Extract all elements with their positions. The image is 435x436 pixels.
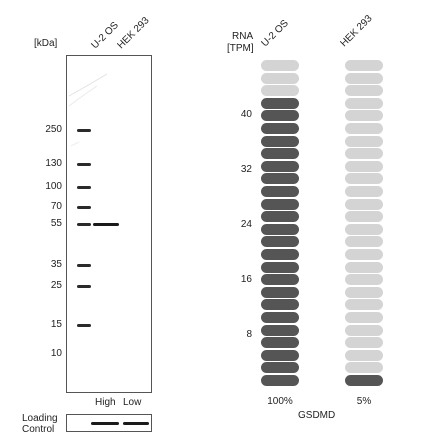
rna-bar-filled <box>261 349 299 361</box>
rna-column-u2os <box>261 60 299 390</box>
loading-band-u2os <box>91 422 119 425</box>
marker-band-250 <box>77 129 91 132</box>
rna-bar-filled <box>345 375 383 386</box>
rna-bar-filled <box>261 186 299 197</box>
rna-bar-filled <box>261 123 299 134</box>
rna-bar-empty <box>345 60 383 71</box>
rna-bar-empty <box>345 299 383 311</box>
rna-bar-empty <box>345 85 383 97</box>
rna-bar-empty <box>345 186 383 197</box>
rna-bar-filled <box>261 173 299 185</box>
rna-bar-empty <box>261 72 299 84</box>
rna-bar-empty <box>345 236 383 248</box>
rna-bar-filled <box>261 148 299 160</box>
rna-bar-filled <box>261 223 299 235</box>
rna-bar-filled <box>261 135 299 147</box>
marker-band-15 <box>77 324 91 327</box>
rna-bar-empty <box>345 173 383 185</box>
blot-smear <box>68 73 108 147</box>
marker-band-100 <box>77 186 91 189</box>
lane-label-u2os: U-2 OS <box>89 19 121 52</box>
marker-label-250: 250 <box>45 124 62 135</box>
rna-bar-empty <box>345 148 383 160</box>
rna-bar-filled <box>261 337 299 349</box>
rna-bar-empty <box>345 223 383 235</box>
rna-column-hek293 <box>345 60 383 390</box>
marker-label-15: 15 <box>50 319 62 330</box>
rna-percent-u2os: 100% <box>267 396 293 407</box>
rna-bar-empty <box>345 274 383 286</box>
rna-scale-16: 16 <box>240 274 252 285</box>
rna-bar-filled <box>261 160 299 172</box>
rna-bar-empty <box>345 324 383 336</box>
marker-band-35 <box>77 264 91 267</box>
rna-percent-hek293: 5% <box>356 396 372 407</box>
rna-bar-empty <box>345 312 383 323</box>
marker-band-70 <box>77 206 91 209</box>
marker-label-100: 100 <box>45 181 62 192</box>
rna-bar-empty <box>345 349 383 361</box>
rna-bar-filled <box>261 236 299 248</box>
marker-band-130 <box>77 163 91 166</box>
rna-bar-empty <box>345 110 383 122</box>
rna-bar-filled <box>261 110 299 122</box>
rna-bar-empty <box>345 135 383 147</box>
rna-axis-label-line1: RNA <box>232 31 254 42</box>
rna-sample-label-hek293: HEK 293 <box>338 13 375 50</box>
rna-bar-empty <box>345 249 383 260</box>
marker-band-55 <box>77 223 91 226</box>
loading-band-hek293 <box>123 422 149 425</box>
rna-bar-empty <box>345 72 383 84</box>
loading-control-label-line1: Loading <box>22 413 58 424</box>
rna-bar-empty <box>345 97 383 109</box>
rna-bar-filled <box>261 362 299 374</box>
rna-bar-empty <box>345 198 383 210</box>
rna-bar-filled <box>261 312 299 323</box>
western-blot-panel <box>66 55 152 393</box>
loading-control-panel <box>66 414 152 432</box>
rna-bar-empty <box>345 123 383 134</box>
rna-bar-empty <box>261 85 299 97</box>
rna-scale-32: 32 <box>240 164 252 175</box>
rna-bar-empty <box>261 60 299 71</box>
rna-axis-label-line2: [TPM] <box>227 43 254 54</box>
rna-bar-empty <box>345 362 383 374</box>
rna-bar-filled <box>261 375 299 386</box>
marker-label-130: 130 <box>45 158 62 169</box>
intensity-label-low: Low <box>123 397 142 408</box>
marker-label-55: 55 <box>50 218 62 229</box>
marker-label-35: 35 <box>50 259 62 270</box>
rna-bar-filled <box>261 324 299 336</box>
kda-unit-label: [kDa] <box>34 38 58 49</box>
lane-label-hek293: HEK 293 <box>115 15 152 52</box>
gene-name-label: GSDMD <box>298 410 336 421</box>
rna-bar-empty <box>345 337 383 349</box>
loading-control-label-line2: Control <box>22 424 55 435</box>
marker-band-25 <box>77 285 91 288</box>
rna-bar-empty <box>345 286 383 298</box>
rna-sample-label-u2os: U-2 OS <box>259 17 291 50</box>
rna-bar-empty <box>345 160 383 172</box>
rna-bar-empty <box>345 261 383 273</box>
rna-scale-8: 8 <box>246 329 252 340</box>
rna-bar-filled <box>261 261 299 273</box>
band-u2os-55kda <box>93 223 119 226</box>
marker-label-25: 25 <box>50 280 62 291</box>
rna-scale-40: 40 <box>240 109 252 120</box>
marker-label-70: 70 <box>50 201 62 212</box>
rna-bar-filled <box>261 274 299 286</box>
rna-bar-filled <box>261 97 299 109</box>
rna-bar-filled <box>261 286 299 298</box>
rna-bar-filled <box>261 299 299 311</box>
rna-scale-24: 24 <box>240 219 252 230</box>
rna-bar-filled <box>261 211 299 223</box>
marker-label-10: 10 <box>50 348 62 359</box>
rna-bar-filled <box>261 249 299 260</box>
intensity-label-high: High <box>95 397 116 408</box>
rna-bar-empty <box>345 211 383 223</box>
rna-bar-filled <box>261 198 299 210</box>
